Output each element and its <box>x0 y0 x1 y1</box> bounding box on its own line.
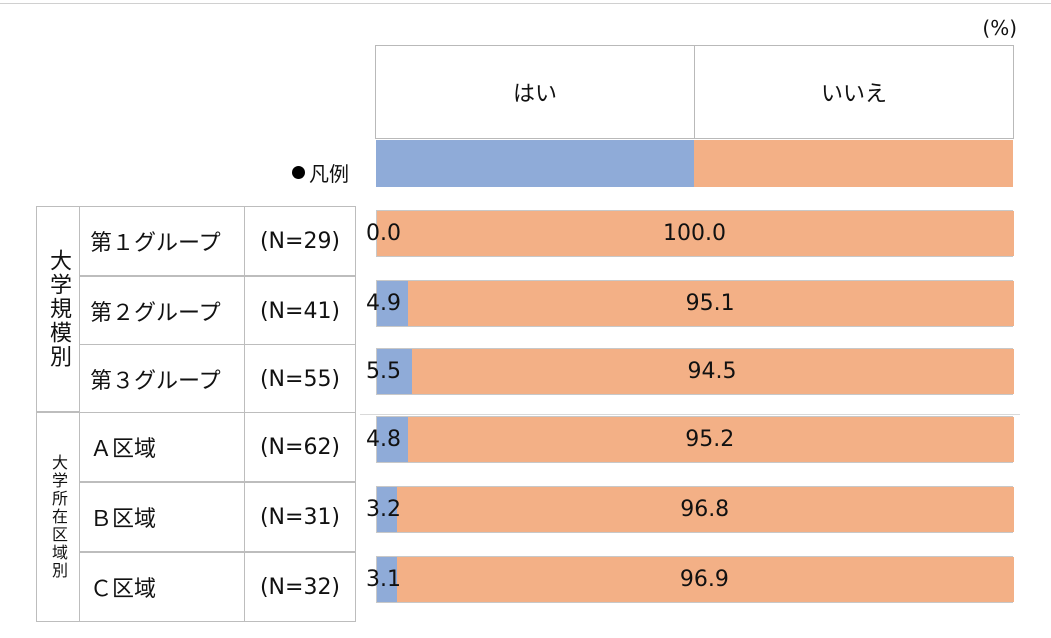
bar-row <box>376 556 1014 603</box>
bar-no <box>407 417 1014 462</box>
bar-yes <box>377 557 397 602</box>
group-separator <box>360 414 1020 415</box>
bar-no <box>397 487 1014 532</box>
legend-swatch-yes <box>376 140 694 187</box>
value-label-yes: 3.1 <box>366 567 401 592</box>
header-yes-label: はい <box>512 82 557 107</box>
value-label-yes: 4.8 <box>366 427 401 452</box>
bar-row <box>376 280 1014 327</box>
value-label-no: 96.8 <box>680 497 730 522</box>
category-cell: Ｃ区域 <box>79 552 245 622</box>
unit-label: (%) <box>982 16 1017 40</box>
value-label-no: 96.9 <box>679 567 729 592</box>
category-cell: Ｂ区域 <box>79 482 245 552</box>
value-label-yes: 4.9 <box>366 291 401 316</box>
header-no-label: いいえ <box>820 82 887 107</box>
value-label-yes: 5.5 <box>366 359 401 384</box>
category-label: Ｂ区域 <box>90 507 157 532</box>
value-label-no: 94.5 <box>687 359 737 384</box>
bar-row <box>376 486 1014 533</box>
n-label: (N=62) <box>259 434 341 460</box>
bar-yes <box>377 281 409 326</box>
n-label: (N=55) <box>259 366 341 392</box>
n-cell: (N=41) <box>244 276 356 346</box>
group-region: 大学所在区域別 <box>36 412 80 622</box>
group-scale-label: 大学規模別 <box>46 249 71 369</box>
n-label: (N=29) <box>259 228 341 254</box>
value-label-no: 95.2 <box>685 427 735 452</box>
bar-row <box>376 416 1014 463</box>
bar-no <box>412 349 1014 394</box>
value-label-yes: 0.0 <box>366 221 401 246</box>
category-label: 第１グループ <box>90 231 221 256</box>
n-cell: (N=55) <box>244 344 356 414</box>
bar-yes <box>377 417 408 462</box>
n-cell: (N=62) <box>244 412 356 482</box>
value-label-no: 95.1 <box>685 291 735 316</box>
bar-yes <box>377 349 413 394</box>
value-label-no: 100.0 <box>663 221 726 246</box>
category-cell: 第３グループ <box>79 344 245 414</box>
bar-no <box>408 281 1014 326</box>
n-label: (N=41) <box>259 298 341 324</box>
category-label: 第２グループ <box>90 301 221 326</box>
legend-label: 凡例 <box>309 161 349 186</box>
n-label: (N=32) <box>259 574 341 600</box>
group-region-label: 大学所在区域別 <box>49 454 68 580</box>
header-yes: はい <box>375 45 695 139</box>
bar-yes <box>377 487 398 532</box>
bar-no <box>377 211 1014 256</box>
group-scale: 大学規模別 <box>36 206 80 412</box>
category-cell: 第２グループ <box>79 276 245 346</box>
category-label: 第３グループ <box>90 369 221 394</box>
bar-row <box>376 348 1014 395</box>
category-label: Ｃ区域 <box>90 577 157 602</box>
n-cell: (N=29) <box>244 206 356 276</box>
n-cell: (N=31) <box>244 482 356 552</box>
top-divider <box>0 3 1051 4</box>
legend: 凡例 <box>292 160 349 186</box>
legend-bullet-icon <box>292 165 305 179</box>
value-label-yes: 3.2 <box>366 497 401 522</box>
n-cell: (N=32) <box>244 552 356 622</box>
category-cell: Ａ区域 <box>79 412 245 482</box>
bar-row <box>376 210 1014 257</box>
n-label: (N=31) <box>259 504 341 530</box>
header-no: いいえ <box>694 45 1014 139</box>
category-label: Ａ区域 <box>90 437 157 462</box>
bar-no <box>396 557 1014 602</box>
category-cell: 第１グループ <box>79 206 245 276</box>
legend-swatch-no <box>694 140 1013 187</box>
